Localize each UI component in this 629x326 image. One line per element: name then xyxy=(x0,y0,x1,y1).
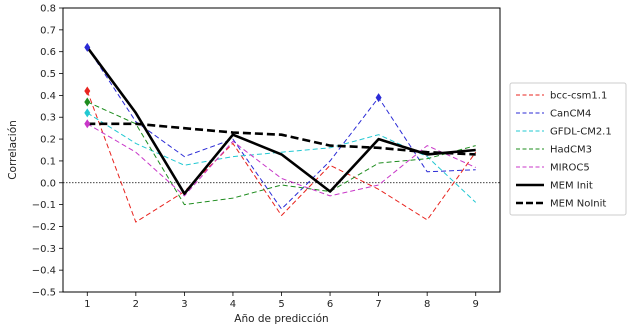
y-tick-label: 0.8 xyxy=(40,4,56,15)
legend-label-2: GFDL-CM2.1 xyxy=(550,127,612,138)
axes: −0.5 −0.4 −0.3 −0.2 −0.1 0.0 0.1 0.2 0.3 0.4 0.5 0.… xyxy=(7,4,501,325)
y-tick-label: 0.0 xyxy=(40,178,56,189)
x-axis-label: Año de predicción xyxy=(234,313,328,325)
series-marker-0 xyxy=(84,86,91,96)
legend-label-3: HadCM3 xyxy=(550,145,592,156)
x-tick-label: 6 xyxy=(327,299,333,310)
legend-box xyxy=(509,82,627,216)
x-tick-label: 1 xyxy=(84,299,90,310)
legend: bcc-csm1.1 CanCM4 GFDL-CM2.1 HadCM3 MIROC5 ME… xyxy=(509,82,627,216)
x-tick-label: 3 xyxy=(181,299,187,310)
legend-label-4: MIROC5 xyxy=(550,163,590,174)
y-tick-label: −0.2 xyxy=(32,222,56,233)
series-marker-4 xyxy=(84,119,91,129)
y-tick-label: −0.3 xyxy=(32,244,56,255)
series-line-6 xyxy=(87,122,476,156)
y-tick-label: 0.2 xyxy=(40,135,56,146)
x-tick-label: 5 xyxy=(278,299,284,310)
y-tick-label: −0.4 xyxy=(32,266,56,277)
plot-frame xyxy=(62,7,501,293)
series-marker-1 xyxy=(84,42,91,52)
y-tick-label: 0.1 xyxy=(40,156,56,167)
series-marker-2 xyxy=(84,108,91,118)
y-tick-label: −0.1 xyxy=(32,200,56,211)
y-tick-label: 0.5 xyxy=(40,69,56,80)
y-tick-label: 0.3 xyxy=(40,113,56,124)
x-tick-label: 2 xyxy=(133,299,139,310)
y-tick-label: 0.7 xyxy=(40,25,56,36)
x-tick-label: 8 xyxy=(424,299,430,310)
x-tick-label: 4 xyxy=(230,299,236,310)
legend-label-1: CanCM4 xyxy=(550,109,591,120)
y-tick-label: −0.5 xyxy=(32,288,56,299)
y-tick-label: 0.6 xyxy=(40,47,56,58)
series-line-5 xyxy=(86,46,476,195)
series-lines xyxy=(84,42,477,223)
x-tick-label: 7 xyxy=(375,299,381,310)
x-tick-label: 9 xyxy=(473,299,479,310)
y-tick-label: 0.4 xyxy=(40,91,56,102)
series-line-1 xyxy=(86,47,476,210)
series-marker-1-year7 xyxy=(375,93,382,103)
legend-label-0: bcc-csm1.1 xyxy=(550,91,607,102)
legend-label-6: MEM NoInit xyxy=(550,199,606,210)
y-axis-label: Correlación xyxy=(7,120,19,180)
series-line-3 xyxy=(87,101,476,206)
legend-label-5: MEM Init xyxy=(550,181,593,192)
series-line-0 xyxy=(86,90,477,223)
series-marker-3 xyxy=(84,97,91,107)
